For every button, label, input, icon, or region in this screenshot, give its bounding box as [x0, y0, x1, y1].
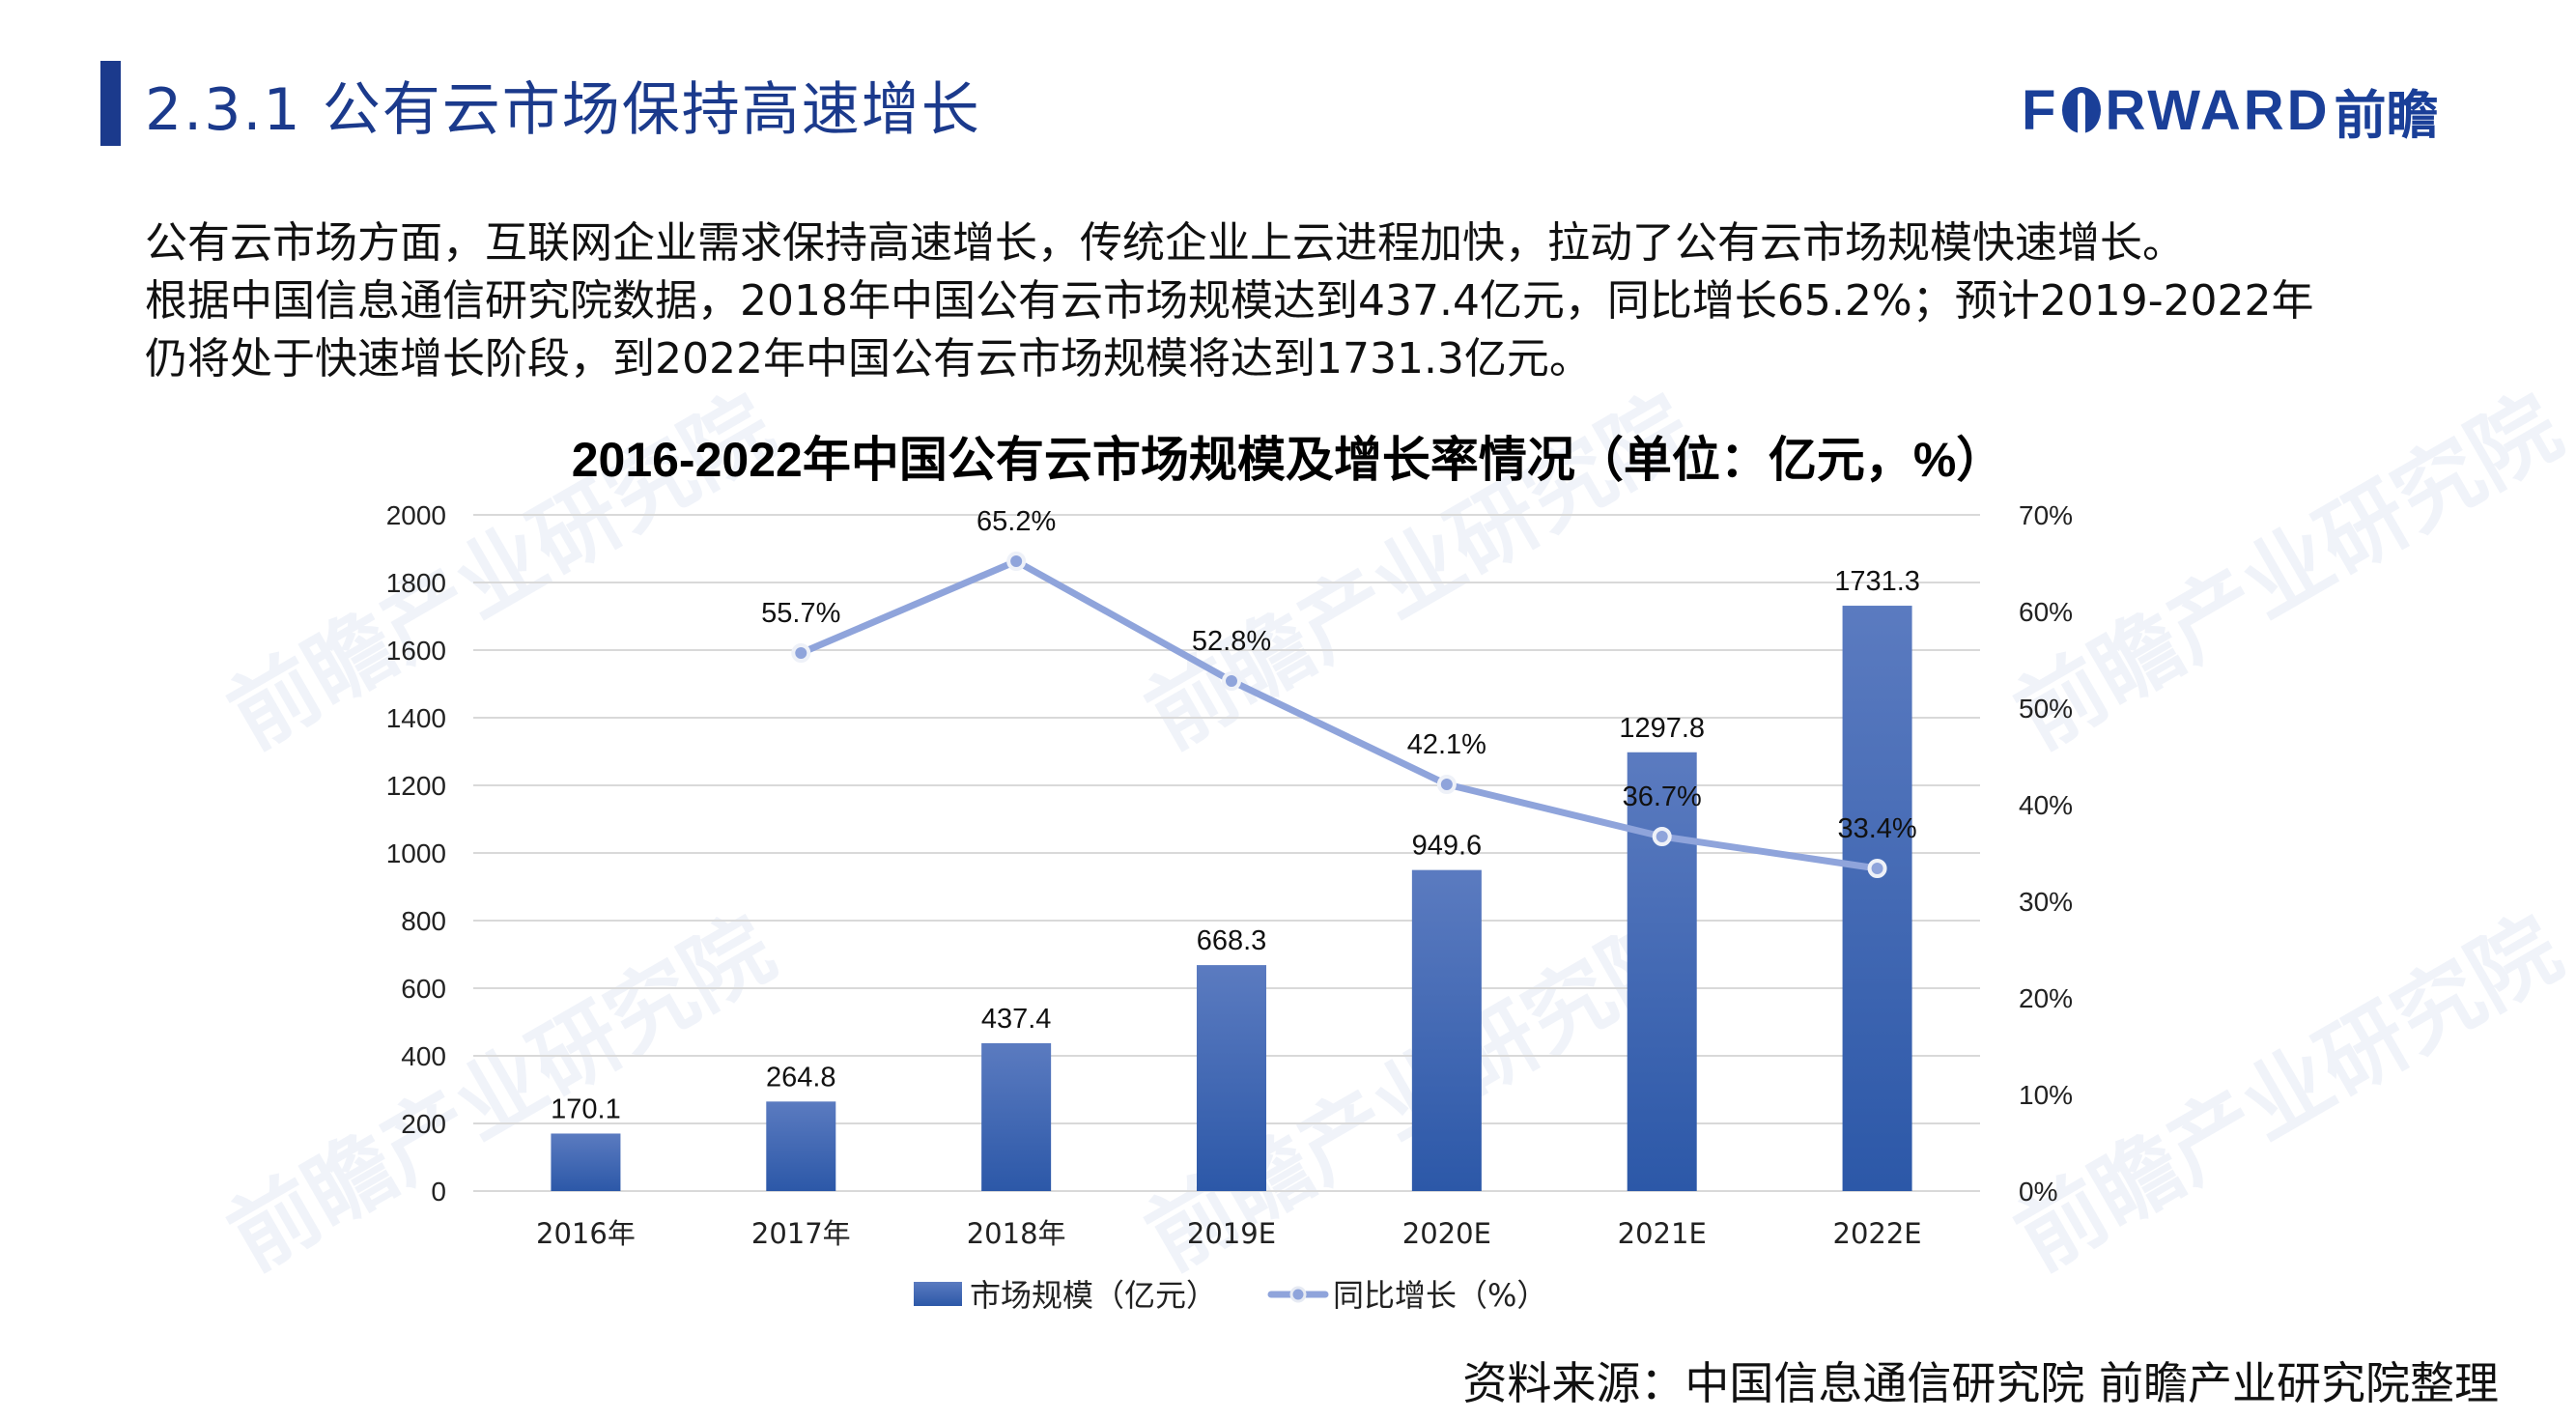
line-marker-icon: [1222, 671, 1241, 691]
line-marker-icon: [1652, 827, 1672, 846]
line-value-label: 52.8%: [1192, 626, 1271, 657]
bar-value-label: 1731.3: [1834, 566, 1920, 597]
left-tick-label: 1800: [386, 568, 446, 598]
x-tick-label: 2017年: [751, 1217, 851, 1250]
x-tick-label: 2018年: [967, 1217, 1066, 1250]
logo-letter-f: F: [2022, 78, 2059, 142]
x-tick-label: 2020E: [1402, 1217, 1491, 1250]
x-tick-label: 2021E: [1618, 1217, 1707, 1250]
bar-value-label: 949.6: [1412, 831, 1483, 862]
legend: 市场规模（亿元） 同比增长（%）: [914, 1277, 1547, 1314]
chart-title: 2016-2022年中国公有云市场规模及增长率情况（单位：亿元，%）: [571, 433, 2005, 487]
bar: [981, 1042, 1052, 1191]
x-axis: 2016年 2017年 2018年 2019E 2020E 2021E 2022E: [536, 1217, 1922, 1250]
bar: [1197, 965, 1266, 1191]
right-tick-label: 0%: [2019, 1177, 2057, 1207]
bar-labels: 170.1 264.8 437.4 668.3 949.6 1297.8 1731.3: [551, 566, 1920, 1124]
right-tick-label: 60%: [2019, 597, 2073, 627]
left-tick-label: 1600: [386, 636, 446, 666]
right-tick-label: 70%: [2019, 500, 2073, 530]
x-tick-label: 2019E: [1187, 1217, 1276, 1250]
logo-latin: RWARD: [2105, 78, 2331, 142]
bar: [1411, 869, 1482, 1191]
forward-logo: F RWARD 前瞻: [2022, 79, 2438, 146]
line-value-label: 65.2%: [977, 506, 1056, 537]
bar-value-label: 1297.8: [1619, 713, 1705, 744]
left-tick-label: 1400: [386, 703, 446, 733]
left-tick-label: 200: [401, 1109, 446, 1139]
logo-tower-icon: [2062, 87, 2102, 133]
bar-series: [551, 606, 1912, 1191]
line-value-label: 55.7%: [761, 598, 840, 629]
line-value-label: 33.4%: [1837, 813, 1916, 844]
paragraph-line: 根据中国信息通信研究院数据，2018年中国公有云市场规模达到437.4亿元，同比…: [145, 276, 2314, 326]
right-tick-label: 40%: [2019, 790, 2073, 820]
line-marker-icon: [791, 643, 811, 663]
heading-accent-bar: [100, 61, 121, 146]
right-axis: 70% 60% 50% 40% 30% 20% 10% 0%: [2019, 500, 2073, 1207]
line-marker-icon: [1006, 552, 1027, 571]
left-tick-label: 0: [431, 1177, 446, 1207]
bar: [1627, 752, 1697, 1191]
right-tick-label: 10%: [2019, 1080, 2073, 1110]
right-tick-label: 30%: [2019, 887, 2073, 917]
bar: [1842, 606, 1912, 1191]
left-tick-label: 2000: [386, 500, 446, 530]
line-labels: 55.7% 65.2% 52.8% 42.1% 36.7% 33.4%: [761, 506, 1917, 844]
line-value-label: 36.7%: [1623, 781, 1702, 812]
growth-line: [799, 557, 1879, 872]
source-note: 资料来源：中国信息通信研究院 前瞻产业研究院整理: [1462, 1357, 2499, 1409]
right-tick-label: 20%: [2019, 983, 2073, 1013]
bar-value-label: 264.8: [766, 1062, 836, 1093]
bar: [766, 1101, 836, 1191]
intro-paragraph: 公有云市场方面，互联网企业需求保持高速增长，传统企业上云进程加快，拉动了公有云市…: [145, 214, 2511, 388]
right-tick-label: 50%: [2019, 694, 2073, 724]
line-series: [791, 552, 1887, 878]
bar: [551, 1133, 621, 1191]
legend-bar-swatch: [914, 1282, 962, 1306]
paragraph-line: 公有云市场方面，互联网企业需求保持高速增长，传统企业上云进程加快，拉动了公有云市…: [145, 218, 2185, 268]
legend-line-label: 同比增长（%）: [1333, 1277, 1547, 1314]
left-tick-label: 1200: [386, 771, 446, 801]
bar-value-label: 170.1: [551, 1093, 621, 1124]
left-tick-label: 600: [401, 974, 446, 1004]
line-marker-icon: [1436, 775, 1457, 794]
bar-value-label: 668.3: [1197, 925, 1267, 956]
line-marker-icon: [1867, 859, 1887, 878]
logo-cn: 前瞻: [2334, 84, 2439, 146]
x-tick-label: 2016年: [536, 1217, 636, 1250]
paragraph-line: 仍将处于快速增长阶段，到2022年中国公有云市场规模将达到1731.3亿元。: [145, 334, 1592, 383]
left-tick-label: 800: [401, 906, 446, 936]
section-title: 2.3.1 公有云市场保持高速增长: [145, 76, 981, 144]
bar-value-label: 437.4: [981, 1004, 1052, 1035]
legend-marker-icon: [1289, 1286, 1307, 1303]
left-tick-label: 400: [401, 1041, 446, 1071]
legend-bar-label: 市场规模（亿元）: [970, 1277, 1217, 1314]
line-value-label: 42.1%: [1407, 729, 1486, 760]
left-tick-label: 1000: [386, 838, 446, 868]
x-tick-label: 2022E: [1833, 1217, 1922, 1250]
